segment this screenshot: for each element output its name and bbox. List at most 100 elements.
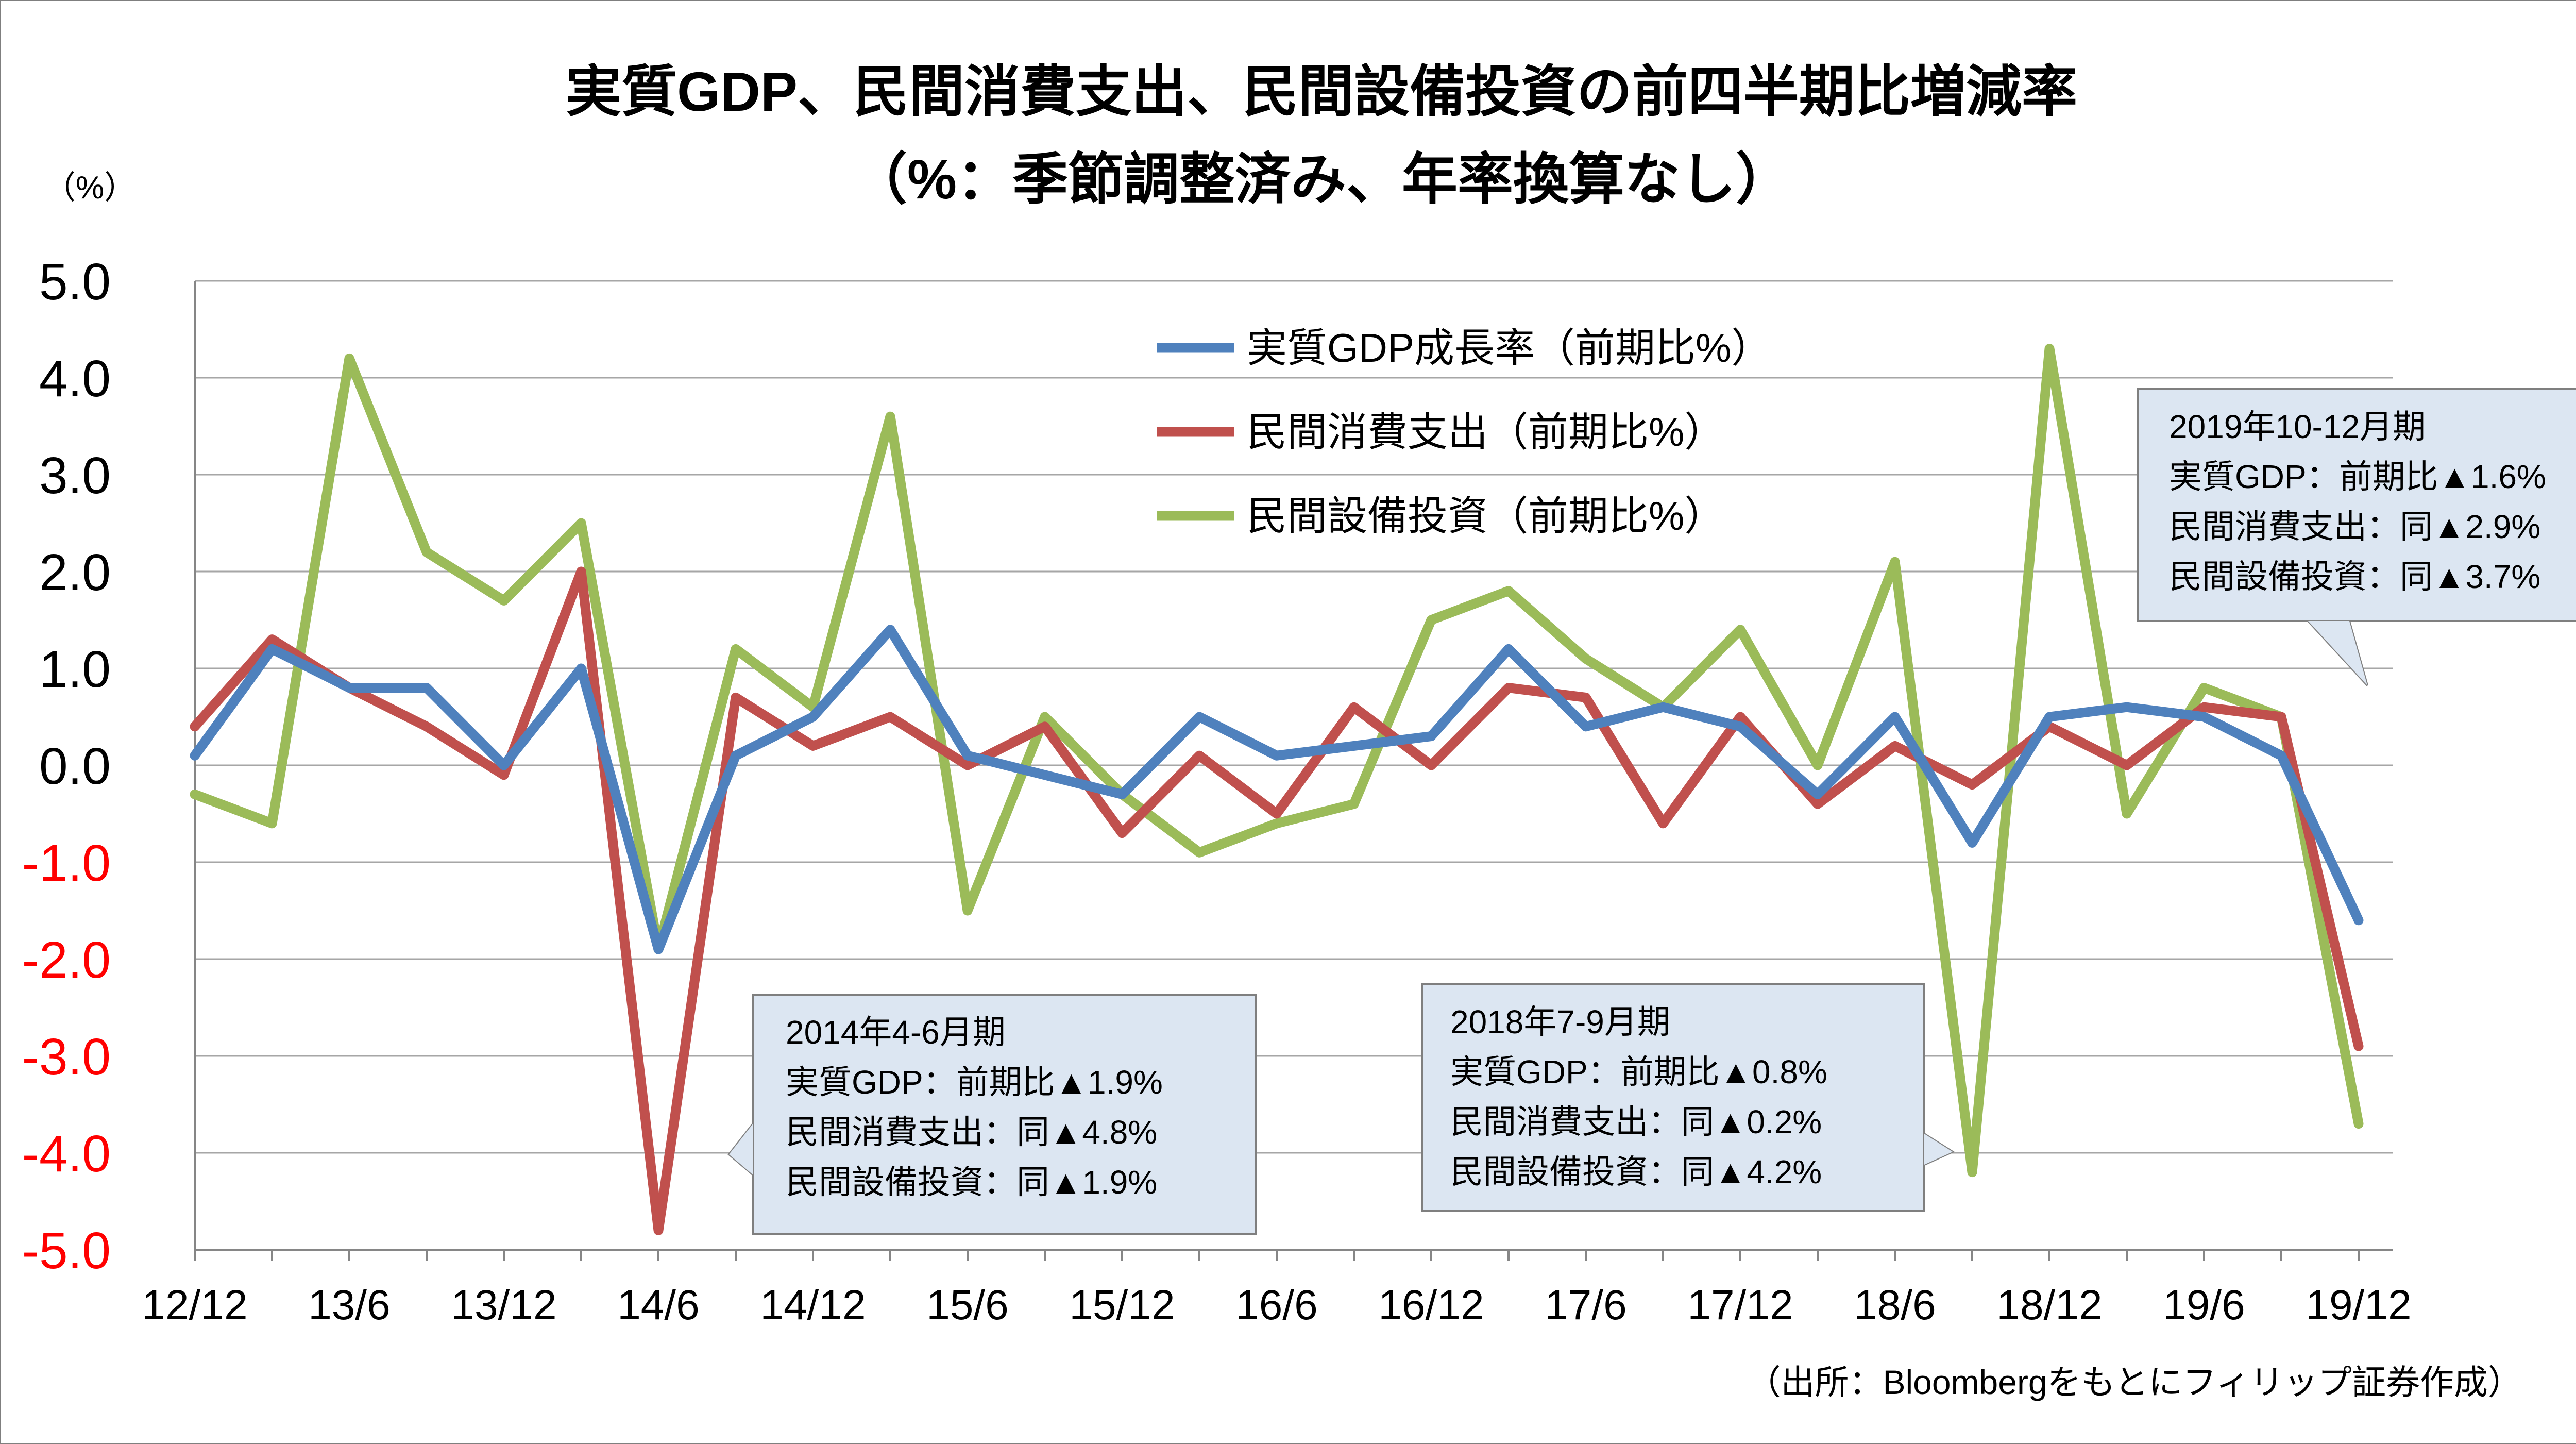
- data-point: [1893, 744, 1897, 748]
- data-point: [1893, 560, 1897, 564]
- y-tick-label: 0.0: [39, 737, 111, 795]
- callout-text-line: 実質GDP：前期比▲0.8%: [1450, 1053, 1827, 1090]
- x-tick-label: 18/12: [1996, 1282, 2102, 1329]
- data-point: [193, 753, 197, 758]
- data-point: [1893, 715, 1897, 719]
- source-note: （出所：Bloombergをもとにフィリップ証券作成）: [1747, 1363, 2522, 1401]
- data-point: [1970, 1170, 1974, 1174]
- callout-text-line: 民間消費支出：同▲2.9%: [2169, 508, 2540, 545]
- data-point: [1816, 763, 1820, 767]
- legend: 実質GDP成長率（前期比%） 民間消費支出（前期比%） 民間設備投資（前期比%）: [1157, 325, 1771, 539]
- data-point: [2047, 346, 2052, 351]
- data-point: [1584, 724, 1588, 729]
- data-point: [811, 705, 815, 710]
- y-tick-label: 1.0: [39, 641, 111, 698]
- x-tick-label: 14/12: [760, 1282, 866, 1329]
- x-tick-label: 12/12: [142, 1282, 247, 1329]
- y-tick-label: 2.0: [39, 544, 111, 601]
- data-point: [502, 763, 506, 767]
- data-point: [1661, 705, 1665, 710]
- data-point: [965, 763, 970, 767]
- data-point: [1584, 695, 1588, 700]
- data-point: [2357, 1044, 2361, 1049]
- callout-text-line: 実質GDP：前期比▲1.6%: [2169, 458, 2546, 495]
- y-tick-label: 4.0: [39, 350, 111, 408]
- data-point: [1352, 705, 1356, 710]
- axes: [194, 281, 2393, 1261]
- y-tick-label: -4.0: [22, 1125, 111, 1183]
- data-point: [1429, 734, 1433, 738]
- data-point: [965, 909, 970, 913]
- data-point: [579, 521, 583, 525]
- callout-box: [752, 994, 1257, 1235]
- data-point: [888, 627, 892, 632]
- data-point: [347, 356, 351, 361]
- x-tick-label: 17/12: [1687, 1282, 1793, 1329]
- data-point: [2357, 1121, 2361, 1126]
- data-point: [656, 947, 660, 952]
- data-point: [1120, 831, 1124, 835]
- data-point: [2125, 812, 2129, 816]
- callout-pointer-fill: [729, 1123, 753, 1175]
- x-tick-label: 19/6: [2163, 1282, 2245, 1329]
- data-point: [2202, 685, 2206, 690]
- callout-text-line: 民間設備投資：同▲3.7%: [2169, 558, 2540, 595]
- data-point: [1197, 753, 1201, 758]
- data-point: [734, 647, 738, 651]
- data-point: [811, 715, 815, 719]
- x-tick-label: 16/6: [1235, 1282, 1318, 1329]
- x-tick-label: 19/12: [2306, 1282, 2411, 1329]
- data-point: [1043, 724, 1047, 729]
- data-point: [1120, 792, 1124, 797]
- x-tick-label: 13/12: [451, 1282, 556, 1329]
- data-point: [2279, 715, 2283, 719]
- data-point: [2279, 753, 2283, 758]
- data-point: [1970, 782, 1974, 787]
- data-point: [1738, 724, 1742, 729]
- x-tick-label: 14/6: [617, 1282, 700, 1329]
- data-point: [347, 685, 351, 690]
- data-point: [888, 715, 892, 719]
- callout-pointer-fill: [2308, 621, 2367, 685]
- data-point: [1661, 821, 1665, 826]
- y-axis-unit-label: （%）: [44, 170, 136, 206]
- callout-text-line: 2018年7-9月期: [1450, 1003, 1670, 1040]
- data-point: [888, 414, 892, 419]
- x-tick-label: 18/6: [1854, 1282, 1936, 1329]
- data-point: [1275, 821, 1279, 826]
- y-tick-labels: 5.0 4.0 3.0 2.0 1.0 0.0 -1.0 -2.0 -3.0 -4.0 -5.0: [22, 253, 111, 1280]
- y-tick-label: 5.0: [39, 253, 111, 311]
- data-point: [1506, 647, 1511, 651]
- data-point: [1738, 627, 1742, 632]
- data-series: [190, 344, 2364, 1235]
- data-point: [193, 792, 197, 797]
- x-tick-label: 17/6: [1545, 1282, 1627, 1329]
- data-point: [1816, 792, 1820, 797]
- data-point: [1816, 802, 1820, 807]
- data-point: [2202, 715, 2206, 719]
- data-point: [193, 724, 197, 729]
- chart-title: 実質GDP、民間消費支出、民間設備投資の前四半期比増減率: [566, 60, 2077, 123]
- callout-pointer-fill: [1924, 1134, 1953, 1165]
- callout-text-line: 民間消費支出：同▲4.8%: [786, 1114, 1157, 1151]
- data-point: [1275, 812, 1279, 816]
- y-tick-label: -1.0: [22, 834, 111, 892]
- data-point: [1275, 753, 1279, 758]
- data-point: [1506, 589, 1511, 593]
- data-point: [2125, 763, 2129, 767]
- callout-text-line: 民間設備投資：同▲1.9%: [786, 1164, 1157, 1201]
- data-point: [425, 550, 429, 555]
- data-point: [1197, 715, 1201, 719]
- callout-text-line: 民間設備投資：同▲4.2%: [1450, 1153, 1822, 1190]
- data-point: [1043, 773, 1047, 777]
- data-point: [270, 647, 274, 651]
- x-tick-label: 15/6: [926, 1282, 1009, 1329]
- series-line: [190, 566, 2364, 1235]
- x-tick-label: 13/6: [308, 1282, 391, 1329]
- legend-label: 実質GDP成長率（前期比%）: [1247, 325, 1771, 371]
- data-point: [502, 773, 506, 777]
- x-tick-labels: 12/12 13/6 13/12 14/6 14/12 15/6 15/12 16/6 16/1…: [142, 1282, 2411, 1329]
